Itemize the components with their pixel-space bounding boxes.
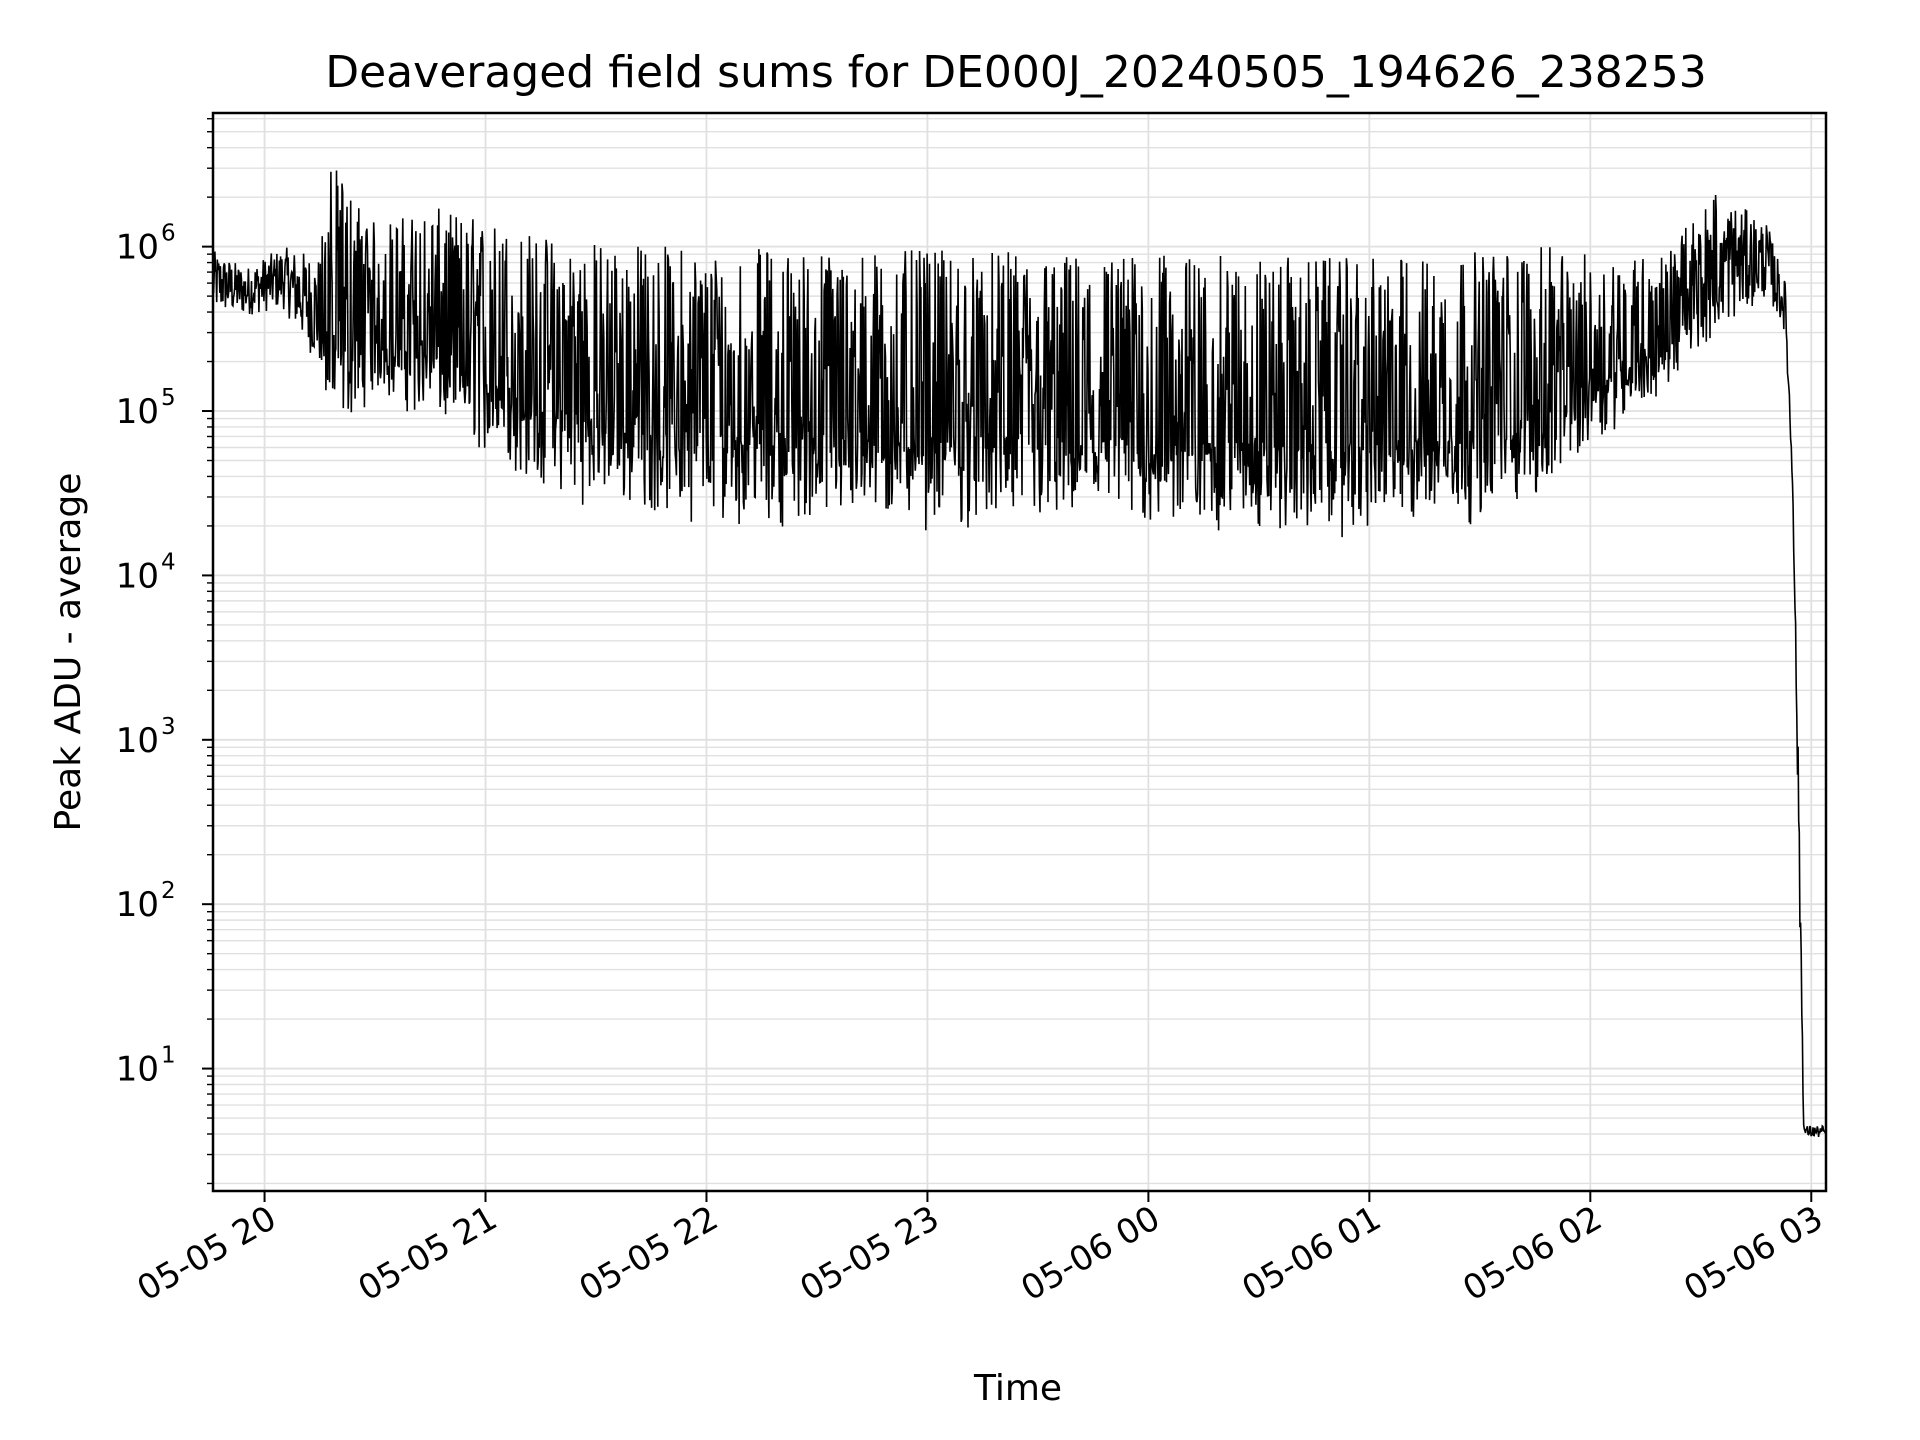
y-tick-label: 10 (116, 1050, 159, 1090)
y-tick-exponent: 1 (161, 1043, 176, 1069)
y-tick-exponent: 5 (161, 385, 176, 411)
y-tick-label: 10 (116, 228, 159, 268)
plot-frame (211, 111, 1828, 1193)
y-tick-exponent: 4 (161, 549, 176, 575)
y-tick-exponent: 6 (161, 221, 176, 247)
y-tick-label: 10 (116, 556, 159, 596)
y-tick-label: 10 (116, 392, 159, 432)
y-tick-exponent: 2 (161, 878, 176, 904)
minor-grid (213, 118, 1826, 1185)
y-tick-label: 10 (116, 885, 159, 925)
chart-title: Deaveraged field sums for DE000J_2024050… (325, 47, 1707, 98)
y-tick-exponent: 3 (161, 714, 176, 740)
y-tick-label: 10 (116, 721, 159, 761)
series-line (213, 170, 1826, 1137)
y-axis-label: Peak ADU - average (48, 473, 89, 832)
major-grid (213, 113, 1826, 1191)
x-axis-label: Time (973, 1368, 1062, 1409)
